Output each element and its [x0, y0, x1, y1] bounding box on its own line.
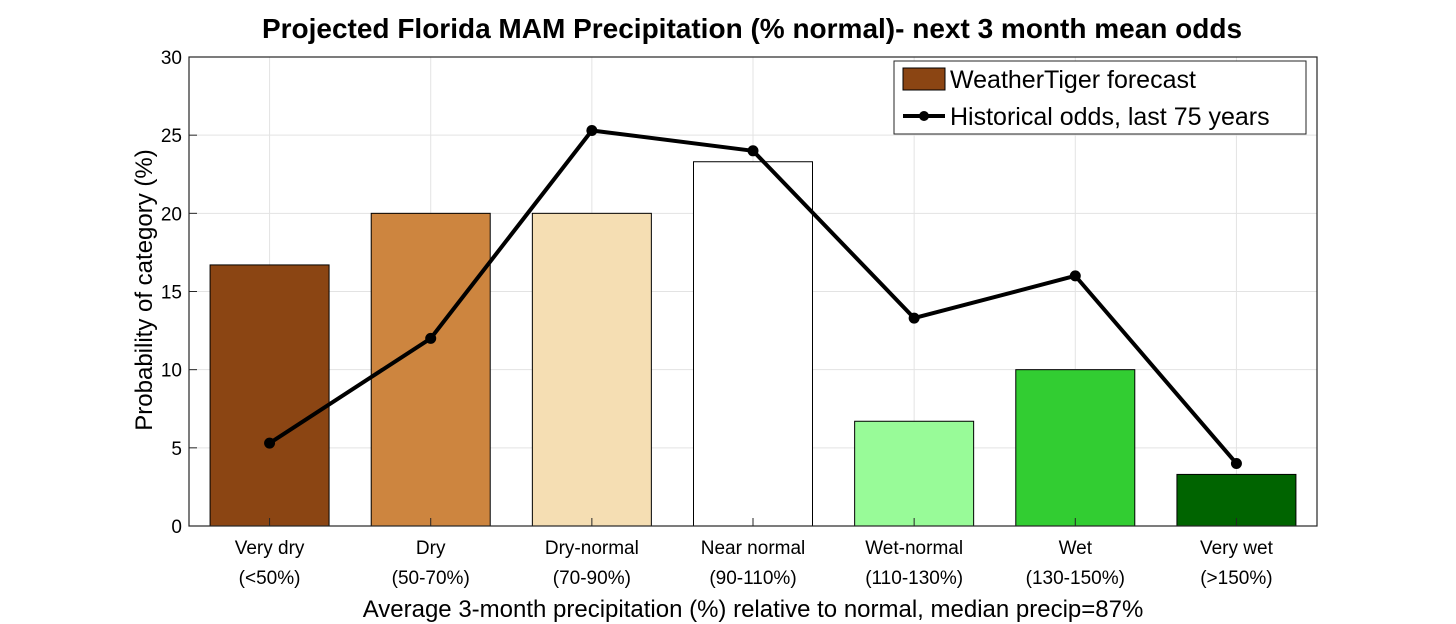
- bar: [209, 264, 330, 527]
- historical-point: [1069, 270, 1081, 282]
- y-tick-label: 5: [171, 439, 182, 460]
- bar: [370, 212, 491, 527]
- legend-line-marker: [919, 111, 929, 121]
- legend: WeatherTiger forecast Historical odds, la…: [893, 60, 1307, 135]
- x-axis-label: Average 3-month precipitation (%) relati…: [363, 596, 1144, 623]
- bar: [531, 212, 652, 527]
- y-axis-label: Probability of category (%): [131, 149, 158, 430]
- x-category-labels: Very dry (<50%) Dry (50-70%) Dry-normal (70-9…: [235, 538, 1274, 589]
- y-tick-label: 10: [161, 361, 182, 382]
- axes-frame: [188, 56, 1318, 527]
- y-tick-label: 30: [161, 48, 182, 69]
- category-name-label: Near normal: [701, 538, 806, 559]
- category-name-label: Very wet: [1200, 538, 1274, 559]
- category-name-label: Very dry: [235, 538, 305, 559]
- legend-label-historical: Historical odds, last 75 years: [950, 103, 1270, 131]
- category-name-label: Wet: [1059, 538, 1093, 559]
- chart-title: Projected Florida MAM Precipitation (% n…: [262, 13, 1242, 44]
- historical-line: [264, 124, 1242, 469]
- category-range-label: (110-130%): [865, 568, 963, 589]
- category-range-label: (<50%): [239, 568, 301, 589]
- category-name-label: Wet-normal: [865, 538, 963, 559]
- category-range-label: (>150%): [1200, 568, 1272, 589]
- category-name-label: Dry: [416, 538, 446, 559]
- y-tick-label: 20: [161, 204, 182, 225]
- bar: [854, 420, 975, 527]
- y-tick-label: 25: [161, 126, 182, 147]
- bars: [209, 161, 1297, 527]
- historical-point: [1230, 457, 1242, 469]
- legend-box: [893, 60, 1307, 135]
- legend-label-forecast: WeatherTiger forecast: [950, 66, 1196, 94]
- y-tick-labels: 0 5 10 15 20 25 30: [161, 48, 182, 538]
- historical-point: [908, 312, 920, 324]
- category-name-label: Dry-normal: [545, 538, 639, 559]
- bar: [693, 161, 813, 527]
- category-range-label: (90-110%): [709, 568, 796, 589]
- historical-point: [747, 145, 759, 157]
- historical-point: [264, 437, 276, 449]
- historical-point: [425, 332, 437, 344]
- y-tick-label: 0: [171, 517, 182, 538]
- bar: [1015, 369, 1136, 527]
- legend-bar-swatch: [902, 67, 946, 91]
- category-range-label: (70-90%): [553, 568, 631, 589]
- historical-point: [586, 124, 598, 136]
- y-tick-label: 15: [161, 283, 182, 304]
- category-range-label: (50-70%): [392, 568, 470, 589]
- bar: [1176, 473, 1297, 527]
- category-range-label: (130-150%): [1026, 568, 1125, 589]
